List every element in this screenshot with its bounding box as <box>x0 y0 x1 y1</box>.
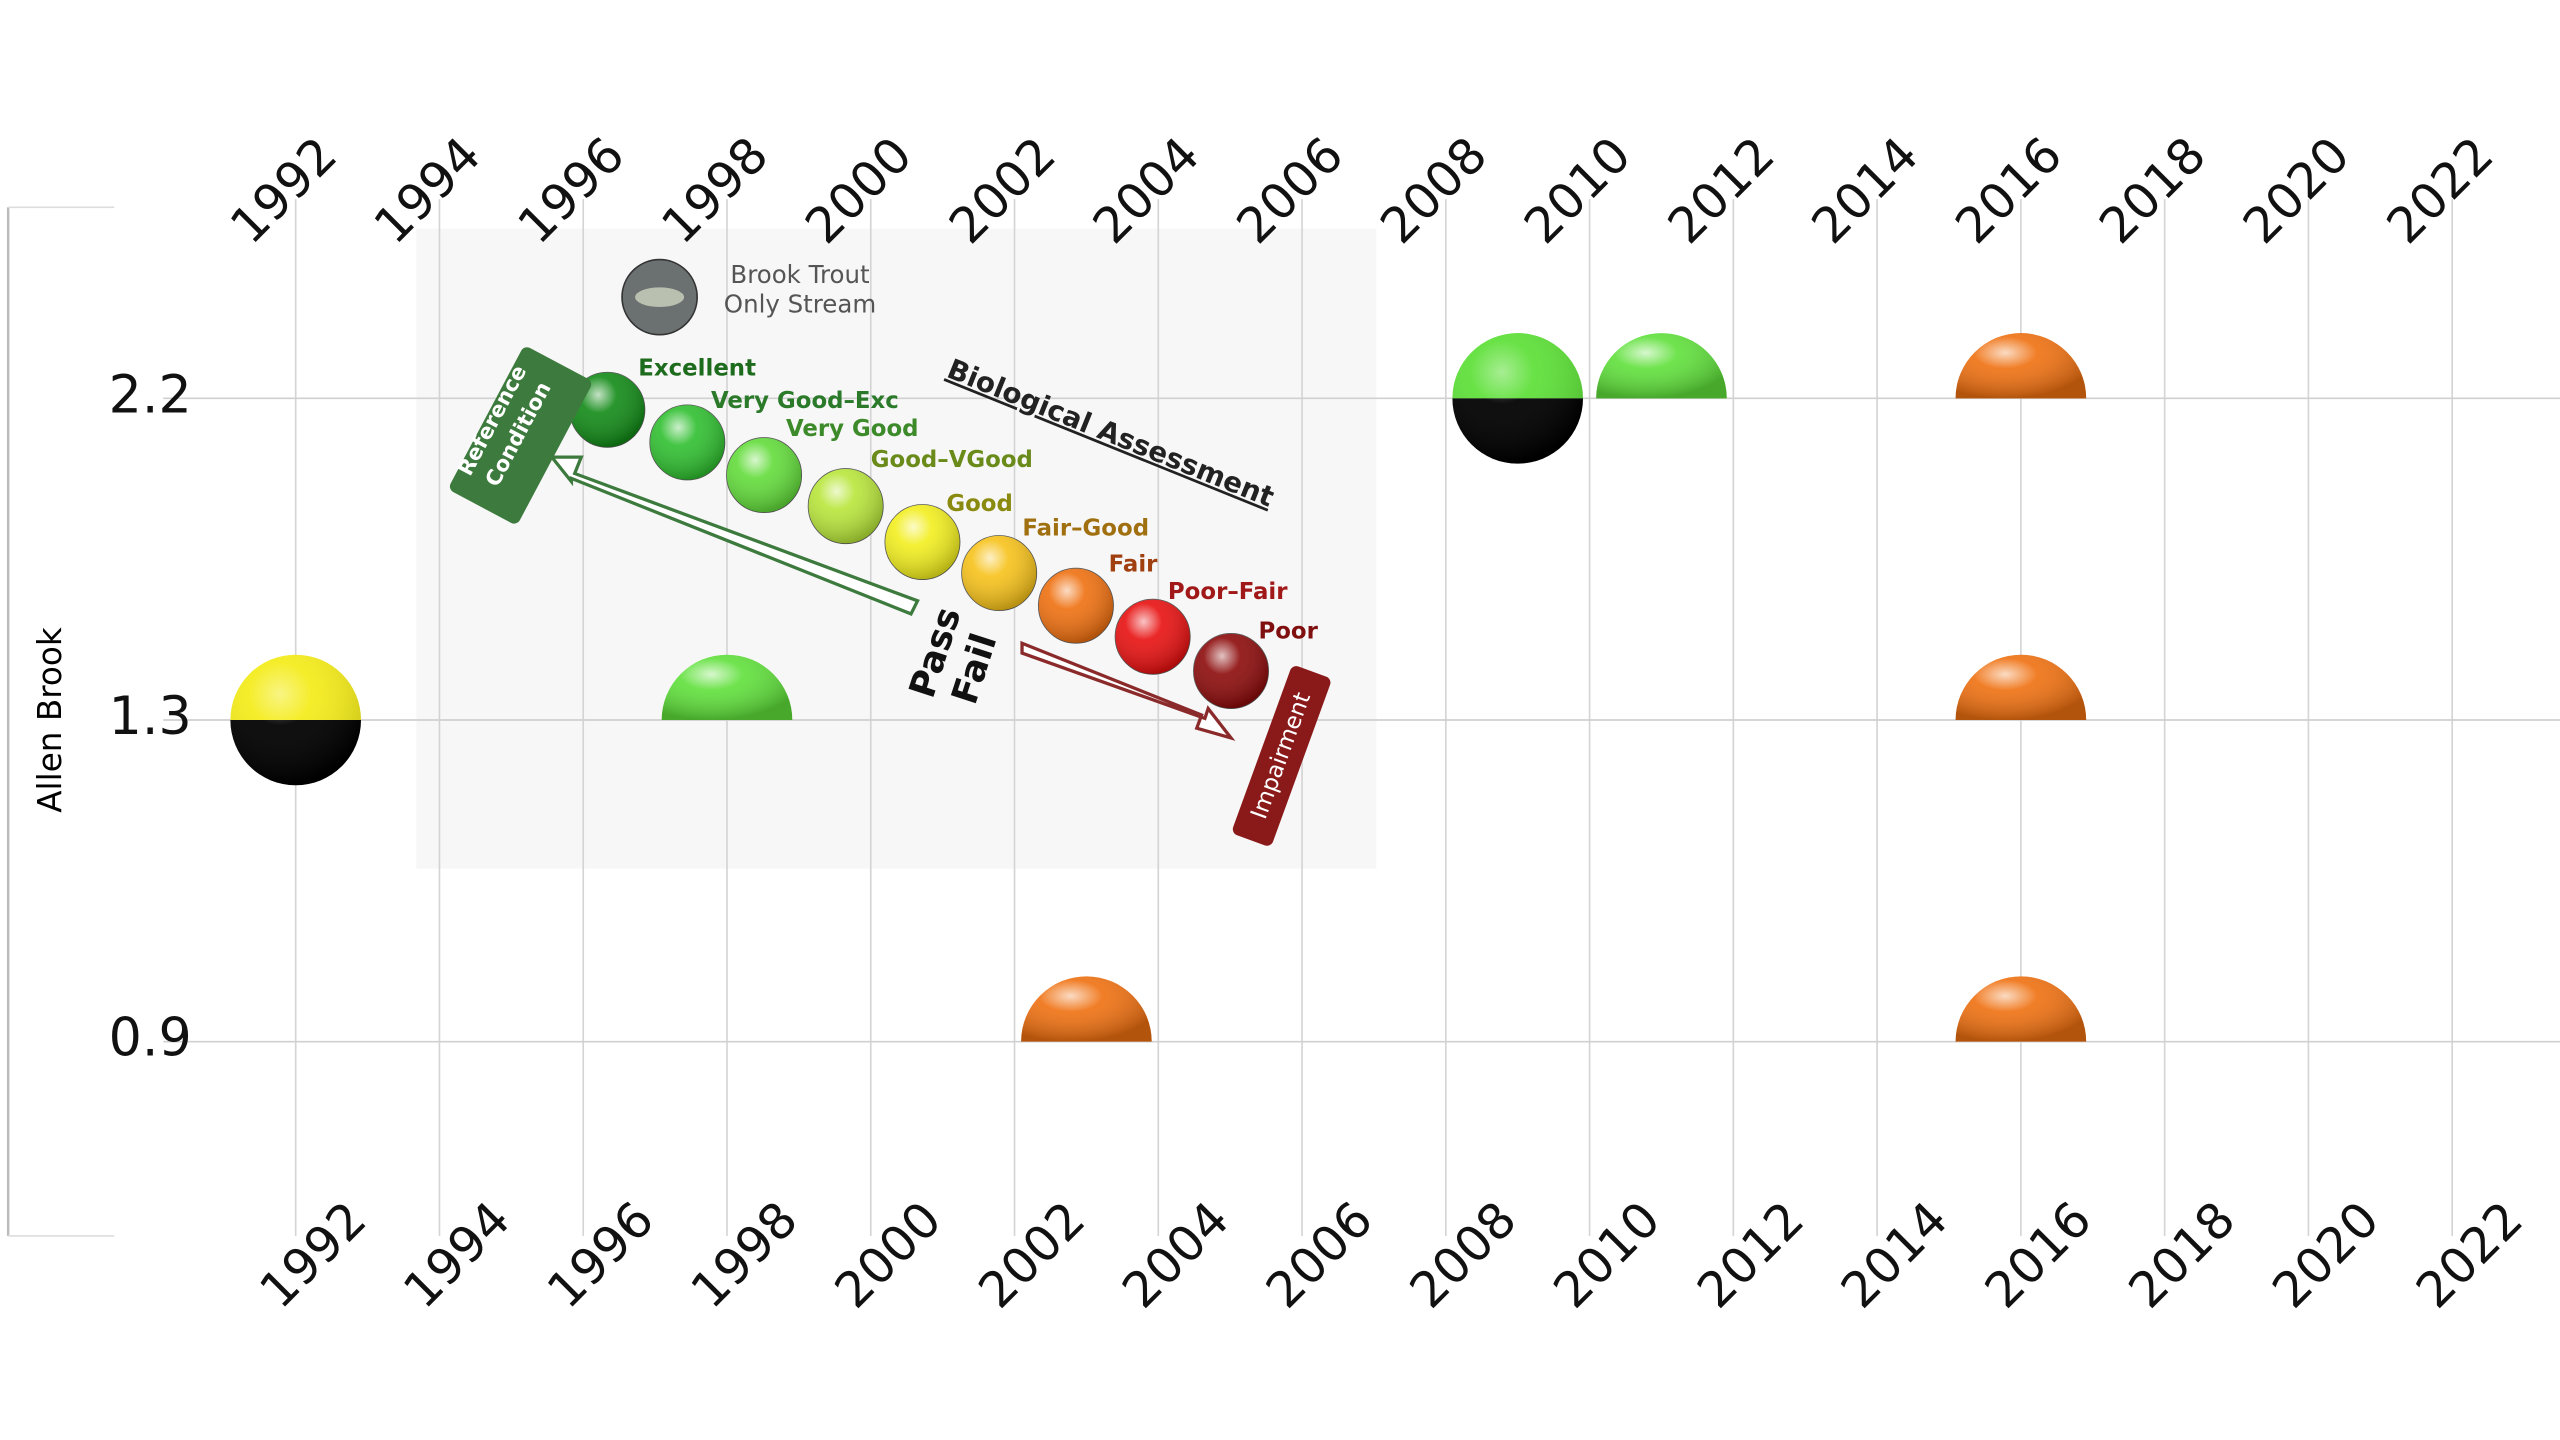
x-tick-label-bottom: 2004 <box>1112 1191 1240 1319</box>
assessment-marker <box>1452 333 1584 464</box>
y-tick-label: 2.2 <box>109 365 192 425</box>
x-tick-label-bottom: 1996 <box>536 1191 664 1319</box>
assessment-marker <box>1955 976 2087 1042</box>
marker-shine <box>1955 333 2087 399</box>
x-tick-label-bottom: 2006 <box>1255 1191 1383 1319</box>
legend-label: Good <box>946 491 1013 517</box>
marker-shine <box>1452 333 1584 464</box>
legend-ball-shine <box>726 437 802 513</box>
x-tick-label-bottom: 2022 <box>2405 1191 2533 1319</box>
trout-icon-detail <box>635 287 685 307</box>
assessment-marker <box>1955 333 2087 399</box>
legend-label: Very Good–Exc <box>711 388 899 414</box>
marker-shine <box>661 654 793 720</box>
x-tick-label-bottom: 2012 <box>1687 1191 1815 1319</box>
legend-label: Very Good <box>786 416 919 442</box>
legend-ball-shine <box>1038 568 1114 644</box>
marker-shine <box>1955 654 2087 720</box>
x-tick-label-bottom: 2010 <box>1543 1191 1671 1319</box>
marker-shine <box>1596 333 1727 399</box>
legend-label: Fair–Good <box>1022 515 1149 541</box>
legend-ball-shine <box>961 535 1037 611</box>
x-tick-label-bottom: 1992 <box>249 1191 377 1319</box>
marker-shine <box>1955 976 2087 1042</box>
y-tick-label: 1.3 <box>109 687 192 747</box>
x-tick-label-top: 2010 <box>1513 126 1641 254</box>
x-tick-label-top: 1992 <box>220 126 348 254</box>
marker-shine <box>230 654 362 786</box>
x-tick-label-bottom: 2008 <box>1399 1191 1527 1319</box>
arrow-pass <box>548 455 920 616</box>
x-tick-label-bottom: 2018 <box>2118 1191 2246 1319</box>
x-tick-label-top: 2016 <box>1945 126 2073 254</box>
arrow-fail <box>1020 640 1236 741</box>
assessment-marker <box>1021 976 1152 1042</box>
reference-box <box>449 347 592 524</box>
note-line: Brook Trout <box>730 260 870 289</box>
legend-ball-shine <box>569 372 645 448</box>
assessment-marker <box>661 654 793 720</box>
x-tick-label-bottom: 1994 <box>393 1191 521 1319</box>
legend-label: Poor–Fair <box>1168 579 1288 605</box>
x-tick-label-bottom: 2020 <box>2262 1191 2390 1319</box>
note-line: Only Stream <box>724 289 876 318</box>
legend-label: Excellent <box>638 355 756 381</box>
legend-ball-shine <box>884 504 960 580</box>
y-axis-label: Allen Brook <box>31 627 69 813</box>
x-tick-label-top: 2014 <box>1801 126 1929 254</box>
x-tick-label-bottom: 2016 <box>1974 1191 2102 1319</box>
legend-ball-shine <box>808 468 884 544</box>
y-tick-label: 0.9 <box>109 1009 192 1069</box>
x-tick-label-bottom: 2014 <box>1830 1191 1958 1319</box>
assessment-marker <box>230 654 362 786</box>
x-tick-label-top: 2012 <box>1657 126 1785 254</box>
x-tick-label-top: 2022 <box>2376 126 2504 254</box>
x-tick-label-bottom: 2000 <box>824 1191 952 1319</box>
legend-ball-shine <box>1193 633 1269 709</box>
legend-ball-shine <box>649 404 725 480</box>
x-tick-label-bottom: 1998 <box>680 1191 808 1319</box>
impairment-box <box>1232 666 1331 846</box>
x-tick-label-bottom: 2002 <box>968 1191 1096 1319</box>
marker-shine <box>1021 976 1152 1042</box>
assessment-marker <box>1596 333 1727 399</box>
legend-label: Poor <box>1258 618 1318 644</box>
x-tick-label-top: 2008 <box>1370 126 1498 254</box>
x-tick-label-top: 2020 <box>2232 126 2360 254</box>
legend-ball-shine <box>1115 599 1191 675</box>
legend-label: Fair <box>1109 551 1159 577</box>
legend-label: Good–VGood <box>871 447 1033 473</box>
note-label: Brook Trout Only Stream <box>724 260 876 318</box>
x-tick-label-top: 2018 <box>2089 126 2217 254</box>
assessment-marker <box>1955 654 2087 720</box>
